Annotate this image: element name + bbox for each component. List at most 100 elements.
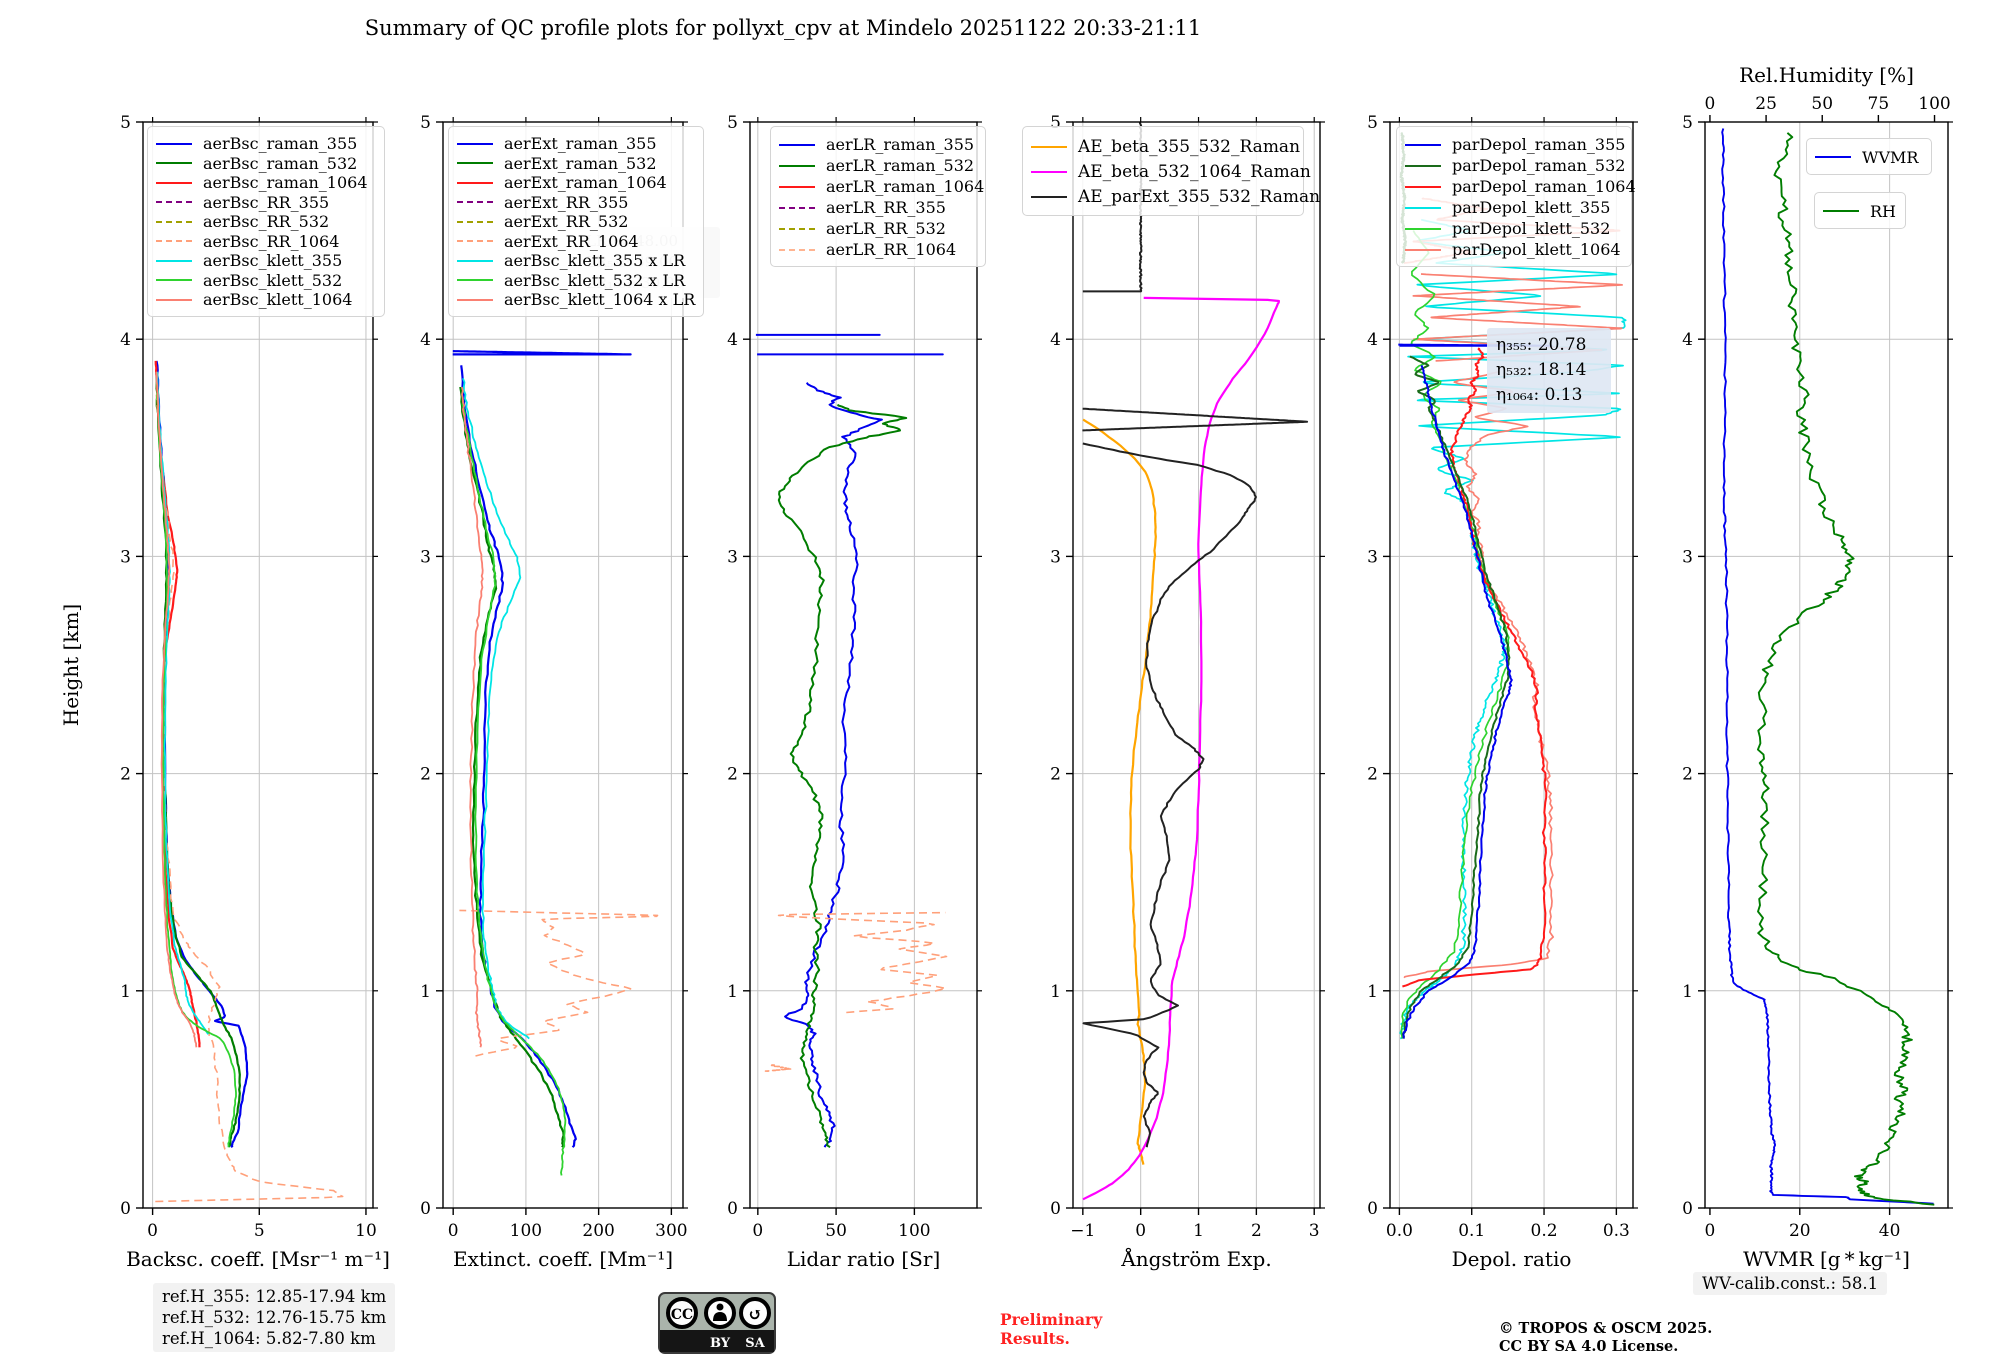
legend-line-swatch [156,259,192,262]
aerBsc_klett_1064-line [155,371,198,1048]
legend-item-label: aerLR_raman_1064 [826,177,985,196]
rh-tick-label: 75 [1868,94,1890,114]
xtick-label: 0.0 [1386,1221,1413,1241]
ytick-label: 5 [420,113,431,133]
svg-text:↺: ↺ [748,1305,762,1325]
legend-wvmr_rh-0: WVMR [1806,138,1932,175]
aerBsc_klett_1064_xLR-line [460,386,484,1048]
legend-item-label: parDepol_raman_355 [1452,135,1626,154]
ytick-label: 5 [1682,113,1693,133]
legend-line-swatch [156,298,192,301]
aerBsc_RR_1064-line [155,371,344,1203]
legend-item: aerBsc_raman_1064 [156,173,374,193]
legend-item-label: aerLR_RR_355 [826,198,946,217]
cc-icon [666,1297,698,1329]
AE_beta_355_532_Raman-line [1082,418,1157,1165]
extinction-xlabel: Extinct. coeff. [Mm⁻¹] [453,1247,673,1271]
legend-line-swatch [779,143,815,146]
cc-license-badge: CC ↺ BY SA [658,1292,776,1354]
panel-lidar_ratio: 0 50 100 0 1 2 3 4 5 Lidar ratio [Sr] [727,113,982,1271]
legend-extinction: aerExt_raman_355 aerExt_raman_532 aerExt_r… [448,126,704,317]
parDepol_raman_1064-line [1402,347,1548,988]
aerBsc_klett_532_xLR-line [461,399,567,1176]
sa-arrow-icon [739,1297,771,1329]
legend-line-swatch [779,248,815,251]
xtick-label: 0.2 [1531,1221,1558,1241]
ytick-label: 4 [727,330,738,350]
legend-item: aerBsc_RR_355 [156,193,374,213]
legend-line-swatch [156,240,192,243]
legend-item: aerBsc_klett_1064 [156,290,374,310]
legend-item: aerExt_RR_1064 [457,232,693,252]
WVMR-line [1721,128,1934,1205]
legend-item-label: aerBsc_klett_1064 [203,290,353,310]
legend-item: aerLR_raman_1064 [779,176,984,197]
legend-line-swatch [1405,248,1441,251]
ytick-label: 3 [1050,547,1061,567]
eta-annotation: η₃₅₅: 20.78 η₅₃₂: 18.14 η₁₀₆₄: 0.13 [1487,328,1611,413]
legend-item-label: parDepol_klett_532 [1452,219,1611,238]
xtick-label: 1 [1193,1221,1204,1241]
legend-item: aerExt_raman_355 [457,134,693,154]
RH-line [1756,132,1935,1206]
legend-line-swatch [457,259,493,262]
legend-item: parDepol_klett_355 [1405,197,1621,218]
legend-line-swatch [457,220,493,223]
ytick-label: 1 [727,982,738,1002]
aerExt_raman_532-line [459,386,565,1148]
legend-item-label: aerLR_raman_355 [826,135,975,154]
ytick-label: 1 [420,982,431,1002]
legend-line-swatch [1405,164,1441,167]
legend-item-label: aerExt_raman_355 [504,134,657,154]
legend-item-label: WVMR [1862,147,1919,167]
ytick-label: 0 [727,1199,738,1219]
legend-item: parDepol_klett_532 [1405,218,1621,239]
legend-item: AE_parExt_355_532_Raman [1031,184,1320,209]
reference-height-annotation: ref.H_355: 12.85-17.94 km ref.H_532: 12.… [153,1283,396,1352]
legend-line-swatch [779,185,815,188]
legend-line-swatch [457,142,493,145]
parDepol_klett_355-line [1407,218,1627,503]
AE_parExt_355_532_Raman-line [1082,442,1257,1148]
legend-line-swatch [457,162,493,165]
ytick-label: 5 [1050,113,1061,133]
legend-item: aerExt_RR_532 [457,212,693,232]
legend-item-label: aerLR_RR_532 [826,219,946,238]
xtick-label: 10 [355,1221,377,1241]
depol_ratio-xlabel: Depol. ratio [1452,1247,1572,1271]
copyright-note: © TROPOS & OSCM 2025. CC BY SA 4.0 Licen… [1499,1320,1713,1355]
legend-item: aerBsc_raman_355 [156,134,374,154]
legend-item-label: aerBsc_klett_532 x LR [504,270,686,290]
legend-line-swatch [156,142,192,145]
xtick-label: 0 [752,1221,763,1241]
legend-item-label: aerExt_raman_1064 [504,173,667,193]
ytick-label: 2 [1682,765,1693,785]
legend-backscatter: aerBsc_raman_355 aerBsc_raman_532 aerBsc_r… [147,126,385,317]
legend-item: parDepol_klett_1064 [1405,239,1621,260]
rh-tick-label: 0 [1705,94,1716,114]
height-axis-label: Height [km] [59,604,83,726]
legend-item: aerBsc_klett_1064 x LR [457,290,696,310]
xtick-label: 0 [448,1221,459,1241]
legend-item: AE_beta_532_1064_Raman [1031,159,1311,184]
legend-item-label: parDepol_klett_355 [1452,198,1611,217]
legend-item-label: parDepol_raman_532 [1452,156,1626,175]
legend-wvmr_rh-1: RH [1814,192,1906,229]
aerBsc_klett_355_xLR-line [462,377,530,1040]
legend-item: aerExt_raman_1064 [457,173,693,193]
cc-icon-label: CC [671,1307,693,1323]
legend-item-label: aerBsc_klett_532 [203,270,343,290]
legend-item-label: aerBsc_klett_355 [203,251,343,271]
figure-title: Summary of QC profile plots for pollyxt_… [364,16,1202,40]
legend-item-label: aerBsc_klett_1064 x LR [504,290,696,310]
xtick-label: 0 [1705,1221,1716,1241]
eta-532: η₅₃₂: 18.14 [1496,360,1587,380]
legend-line-swatch [779,206,815,209]
aerExt_RR_1064-line [459,909,659,1057]
ytick-label: 3 [420,547,431,567]
angstrom-xlabel: Ångström Exp. [1120,1246,1271,1271]
rh-tick-label: 100 [1918,94,1950,114]
aerLR_RR_1064-line [764,1063,792,1072]
ytick-label: 2 [420,765,431,785]
aerExt_raman_355-line [452,350,632,356]
